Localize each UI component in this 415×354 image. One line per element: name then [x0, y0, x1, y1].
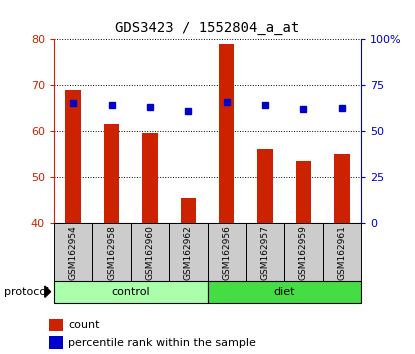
Bar	[49, 319, 63, 331]
Text: GSM162954: GSM162954	[68, 225, 78, 280]
Title: GDS3423 / 1552804_a_at: GDS3423 / 1552804_a_at	[115, 21, 300, 35]
Text: GSM162956: GSM162956	[222, 225, 231, 280]
Bar	[334, 154, 349, 223]
Bar	[284, 223, 323, 281]
Bar	[181, 198, 196, 223]
Text: count: count	[68, 320, 100, 330]
Text: control: control	[111, 287, 150, 297]
Bar	[104, 124, 119, 223]
Bar	[169, 223, 208, 281]
Polygon shape	[45, 286, 51, 297]
Text: percentile rank within the sample: percentile rank within the sample	[68, 338, 256, 348]
Bar	[66, 90, 81, 223]
Text: GSM162961: GSM162961	[337, 225, 347, 280]
Text: diet: diet	[273, 287, 295, 297]
Text: GSM162962: GSM162962	[184, 225, 193, 280]
Text: GSM162959: GSM162959	[299, 225, 308, 280]
Bar	[54, 281, 208, 303]
Bar	[257, 149, 273, 223]
Text: GSM162958: GSM162958	[107, 225, 116, 280]
Bar	[54, 223, 92, 281]
Bar	[93, 223, 131, 281]
Text: GSM162960: GSM162960	[145, 225, 154, 280]
Bar	[49, 336, 63, 349]
Text: protocol: protocol	[4, 287, 49, 297]
Bar	[219, 44, 234, 223]
Text: GSM162957: GSM162957	[261, 225, 270, 280]
Bar	[296, 161, 311, 223]
Bar	[323, 223, 361, 281]
Bar	[208, 281, 361, 303]
Bar	[142, 133, 158, 223]
Bar	[208, 223, 246, 281]
Bar	[131, 223, 169, 281]
Bar	[246, 223, 284, 281]
